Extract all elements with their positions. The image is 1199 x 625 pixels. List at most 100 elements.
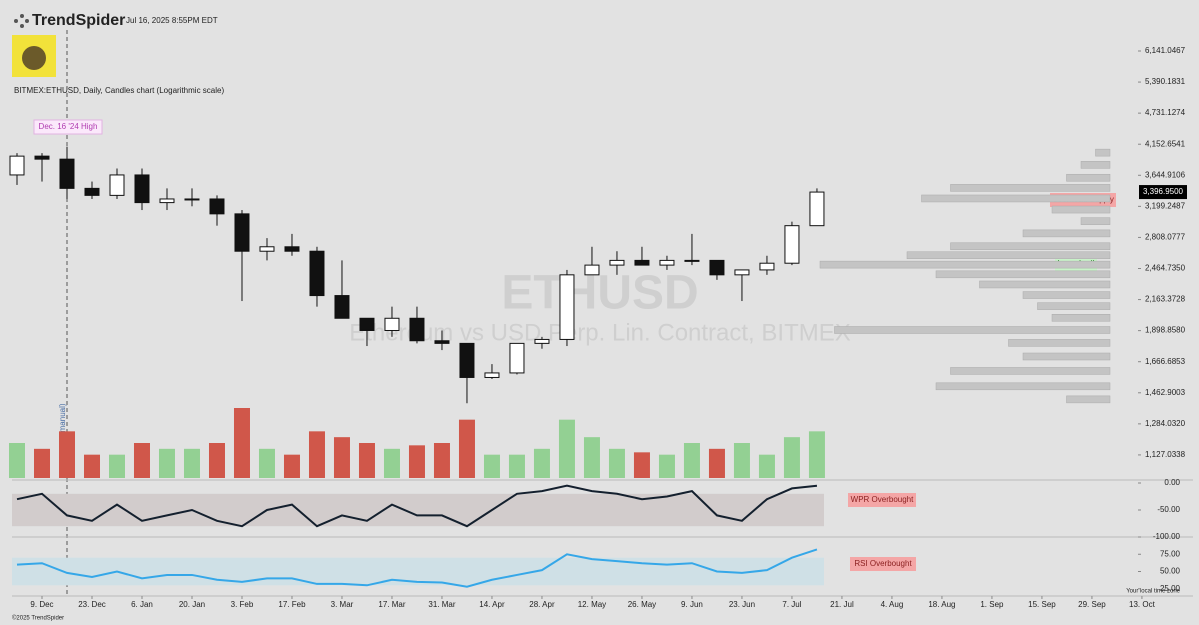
volume-bar bbox=[408, 445, 425, 478]
volume-profile-bar bbox=[819, 260, 1111, 269]
volume-bar bbox=[633, 452, 650, 478]
volume-profile-bar bbox=[1051, 205, 1111, 214]
candle-body bbox=[709, 259, 725, 276]
volume-bar bbox=[683, 443, 700, 478]
volume-bar bbox=[758, 454, 775, 478]
volume-profile-bar bbox=[1022, 291, 1111, 299]
x-tick-label: 21. Jul bbox=[830, 600, 854, 609]
rsi-label: RSI Overbought bbox=[854, 559, 912, 568]
y-tick-label: 2,163.3728 bbox=[1145, 295, 1186, 304]
candle-body bbox=[784, 225, 800, 264]
wpr-tick-label: -100.00 bbox=[1153, 532, 1181, 541]
x-tick-label: 26. May bbox=[628, 600, 656, 609]
brand: TrendSpider bbox=[32, 12, 125, 29]
candle-body bbox=[559, 274, 575, 340]
y-tick-label: 4,731.1274 bbox=[1145, 108, 1186, 117]
x-tick-label: 13. Oct bbox=[1129, 600, 1156, 609]
volume-profile-bar bbox=[1022, 229, 1111, 238]
x-tick-label: 12. May bbox=[578, 600, 606, 609]
candle-body bbox=[534, 338, 550, 344]
x-tick-label: 20. Jan bbox=[179, 600, 205, 609]
y-tick-label: 2,464.7350 bbox=[1145, 264, 1186, 273]
volume-bar bbox=[158, 448, 175, 478]
wpr-tick-label: -50.00 bbox=[1157, 505, 1180, 514]
volume-bar bbox=[608, 448, 625, 478]
watermark: ETHUSD bbox=[501, 267, 698, 320]
y-tick-label: 5,390.1831 bbox=[1145, 77, 1186, 86]
candle-body bbox=[284, 246, 300, 252]
volume-profile-bar bbox=[1037, 302, 1111, 310]
candle-body bbox=[634, 259, 650, 266]
candle-body bbox=[609, 259, 625, 266]
volume-bar bbox=[83, 454, 100, 478]
y-tick-label: 1,127.0338 bbox=[1145, 450, 1186, 459]
x-tick-label: 17. Feb bbox=[278, 600, 306, 609]
candle-body bbox=[259, 246, 275, 252]
candle-body bbox=[659, 259, 675, 266]
y-tick-label: 4,152.6541 bbox=[1145, 139, 1186, 148]
x-tick-label: 9. Jun bbox=[681, 600, 703, 609]
volume-profile-bar bbox=[950, 184, 1111, 192]
candle-body bbox=[459, 342, 475, 378]
volume-bar bbox=[383, 448, 400, 478]
x-tick-label: 17. Mar bbox=[378, 600, 405, 609]
volume-bar bbox=[233, 408, 250, 478]
volume-bar bbox=[58, 431, 75, 478]
volume-profile-bar bbox=[1080, 161, 1111, 169]
y-tick-label: 1,666.6853 bbox=[1145, 357, 1186, 366]
x-tick-label: 18. Aug bbox=[928, 600, 955, 609]
y-tick-label: 2,808.0777 bbox=[1145, 233, 1186, 242]
wpr-tick-label: 0.00 bbox=[1164, 478, 1180, 487]
high-box bbox=[33, 119, 103, 135]
x-tick-label: 15. Sep bbox=[1028, 600, 1056, 609]
x-tick-label: 14. Apr bbox=[479, 600, 505, 609]
y-tick-label: 1,898.8580 bbox=[1145, 326, 1186, 335]
candle-body bbox=[484, 372, 500, 378]
candle-body bbox=[334, 295, 350, 319]
volume-profile-bar bbox=[834, 326, 1111, 334]
candle-body bbox=[734, 269, 750, 276]
volume-profile-bar bbox=[935, 270, 1111, 279]
y-tick-label: 6,141.0467 bbox=[1145, 46, 1186, 55]
high-label: Dec. 16 '24 High bbox=[39, 122, 98, 131]
candle-body bbox=[384, 317, 400, 331]
candle-body bbox=[509, 342, 525, 374]
timezone: Your local time zone bbox=[1126, 589, 1180, 595]
volume-bar bbox=[733, 443, 750, 478]
logo bbox=[14, 14, 29, 28]
volume-profile-bar bbox=[1080, 217, 1111, 225]
volume-bar bbox=[208, 443, 225, 478]
candle-body bbox=[234, 213, 250, 252]
volume-profile-bar bbox=[921, 194, 1111, 203]
wpr-box bbox=[848, 493, 916, 507]
volume-profile-bar bbox=[979, 280, 1111, 289]
volume-profile-bar bbox=[1051, 314, 1111, 322]
volume-bar bbox=[133, 443, 150, 478]
rsi-tick-label: 50.00 bbox=[1160, 567, 1181, 576]
timestamp: Jul 16, 2025 8:55PM EDT bbox=[126, 16, 218, 25]
volume-bar bbox=[483, 454, 500, 478]
candle-body bbox=[159, 198, 175, 204]
avatar-art bbox=[22, 46, 46, 70]
wpr-line bbox=[16, 484, 818, 528]
rsi-tick-label: 75.00 bbox=[1160, 549, 1181, 558]
candle-body bbox=[59, 158, 75, 189]
x-tick-label: 31. Mar bbox=[428, 600, 455, 609]
x-tick-label: 3. Mar bbox=[331, 600, 354, 609]
candle-body bbox=[759, 262, 775, 271]
y-tick-label: 3,644.9106 bbox=[1145, 170, 1186, 179]
x-tick-label: 3. Feb bbox=[231, 600, 254, 609]
x-tick-label: 23. Jun bbox=[729, 600, 755, 609]
watermark-sub: Ethereum vs USD Perp. Lin. Contract, BIT… bbox=[349, 319, 851, 346]
x-tick-label: 6. Jan bbox=[131, 600, 153, 609]
y-tick-label: 3,199.2487 bbox=[1145, 201, 1186, 210]
candle-body bbox=[309, 250, 325, 297]
candle-body bbox=[809, 191, 825, 227]
volume-bar bbox=[558, 419, 575, 478]
volume-profile-bar bbox=[1066, 173, 1111, 182]
candle-body bbox=[34, 155, 50, 160]
volume-bar bbox=[33, 448, 50, 478]
candle-body bbox=[409, 317, 425, 342]
volume-bar bbox=[108, 454, 125, 478]
volume-bar bbox=[458, 419, 475, 478]
